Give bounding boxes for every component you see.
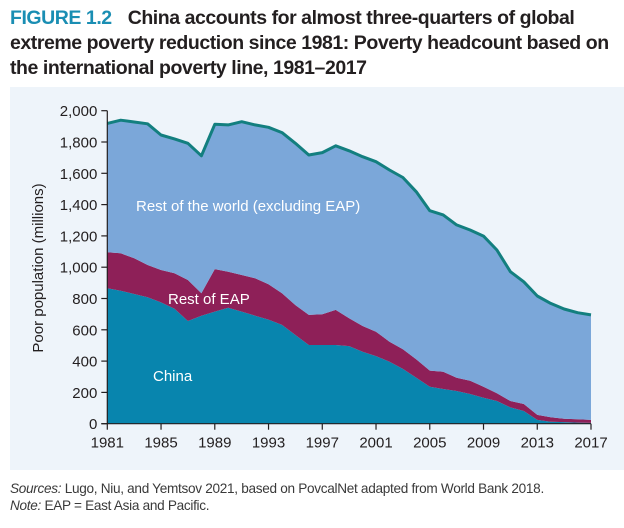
x-tick-label: 2017: [574, 435, 607, 452]
figure-number: FIGURE 1.2: [10, 7, 112, 29]
label-rest-of-world: Rest of the world (excluding EAP): [136, 198, 360, 215]
y-tick-label: 600: [72, 322, 97, 339]
y-tick-label: 0: [89, 416, 97, 433]
y-tick-label: 800: [72, 291, 97, 308]
x-tick-label: 1997: [306, 435, 339, 452]
sources-line: Sources: Lugo, Niu, and Yemtsov 2021, ba…: [10, 481, 622, 498]
x-tick-label: 2013: [521, 435, 554, 452]
x-tick-label: 1985: [144, 435, 177, 452]
y-tick-label: 400: [72, 354, 97, 371]
y-tick-label: 2,000: [60, 103, 98, 120]
total-line: [106, 118, 592, 317]
x-tick-label: 1981: [91, 435, 124, 452]
x-tick-label: 2009: [467, 435, 500, 452]
y-tick-label: 1,000: [60, 260, 98, 277]
y-tick-label: 1,800: [60, 135, 98, 152]
y-tick-label: 1,200: [60, 228, 98, 245]
area-rest-of-world: [107, 120, 592, 420]
y-ticks: 0 200 400 600 800 1,000 1,200 1,400 1,600 1,800 2,…: [60, 103, 108, 433]
x-tick-label: 2005: [413, 435, 446, 452]
area-china: [107, 288, 592, 424]
x-tick-label: 1993: [252, 435, 285, 452]
y-axis-title: Poor population (millions): [30, 183, 47, 352]
chart-areas: [107, 120, 592, 424]
area-rest-of-eap: [107, 252, 592, 423]
note-line: Note: EAP = East Asia and Pacific.: [10, 498, 622, 515]
y-tick-label: 1,400: [60, 197, 98, 214]
figure-footer: Sources: Lugo, Niu, and Yemtsov 2021, ba…: [10, 481, 622, 514]
x-tick-label: 1989: [198, 435, 231, 452]
x-tick-label: 2001: [359, 435, 392, 452]
x-ticks: 1981 1985 1989 1993 1997 2001 2005 2009 2013 2017: [91, 423, 608, 452]
label-rest-of-eap: Rest of EAP: [168, 291, 250, 308]
sources-text: Lugo, Niu, and Yemtsov 2021, based on Po…: [61, 481, 545, 496]
label-china: China: [153, 368, 193, 385]
figure-title: FIGURE 1.2 China accounts for almost thre…: [10, 6, 622, 81]
note-text: EAP = East Asia and Pacific.: [41, 497, 210, 513]
figure-title-text: China accounts for almost three-quarters…: [10, 7, 609, 79]
sources-label: Sources:: [10, 481, 62, 496]
y-tick-label: 200: [72, 385, 97, 402]
note-label: Note:: [10, 497, 41, 513]
y-tick-label: 1,600: [60, 166, 98, 183]
